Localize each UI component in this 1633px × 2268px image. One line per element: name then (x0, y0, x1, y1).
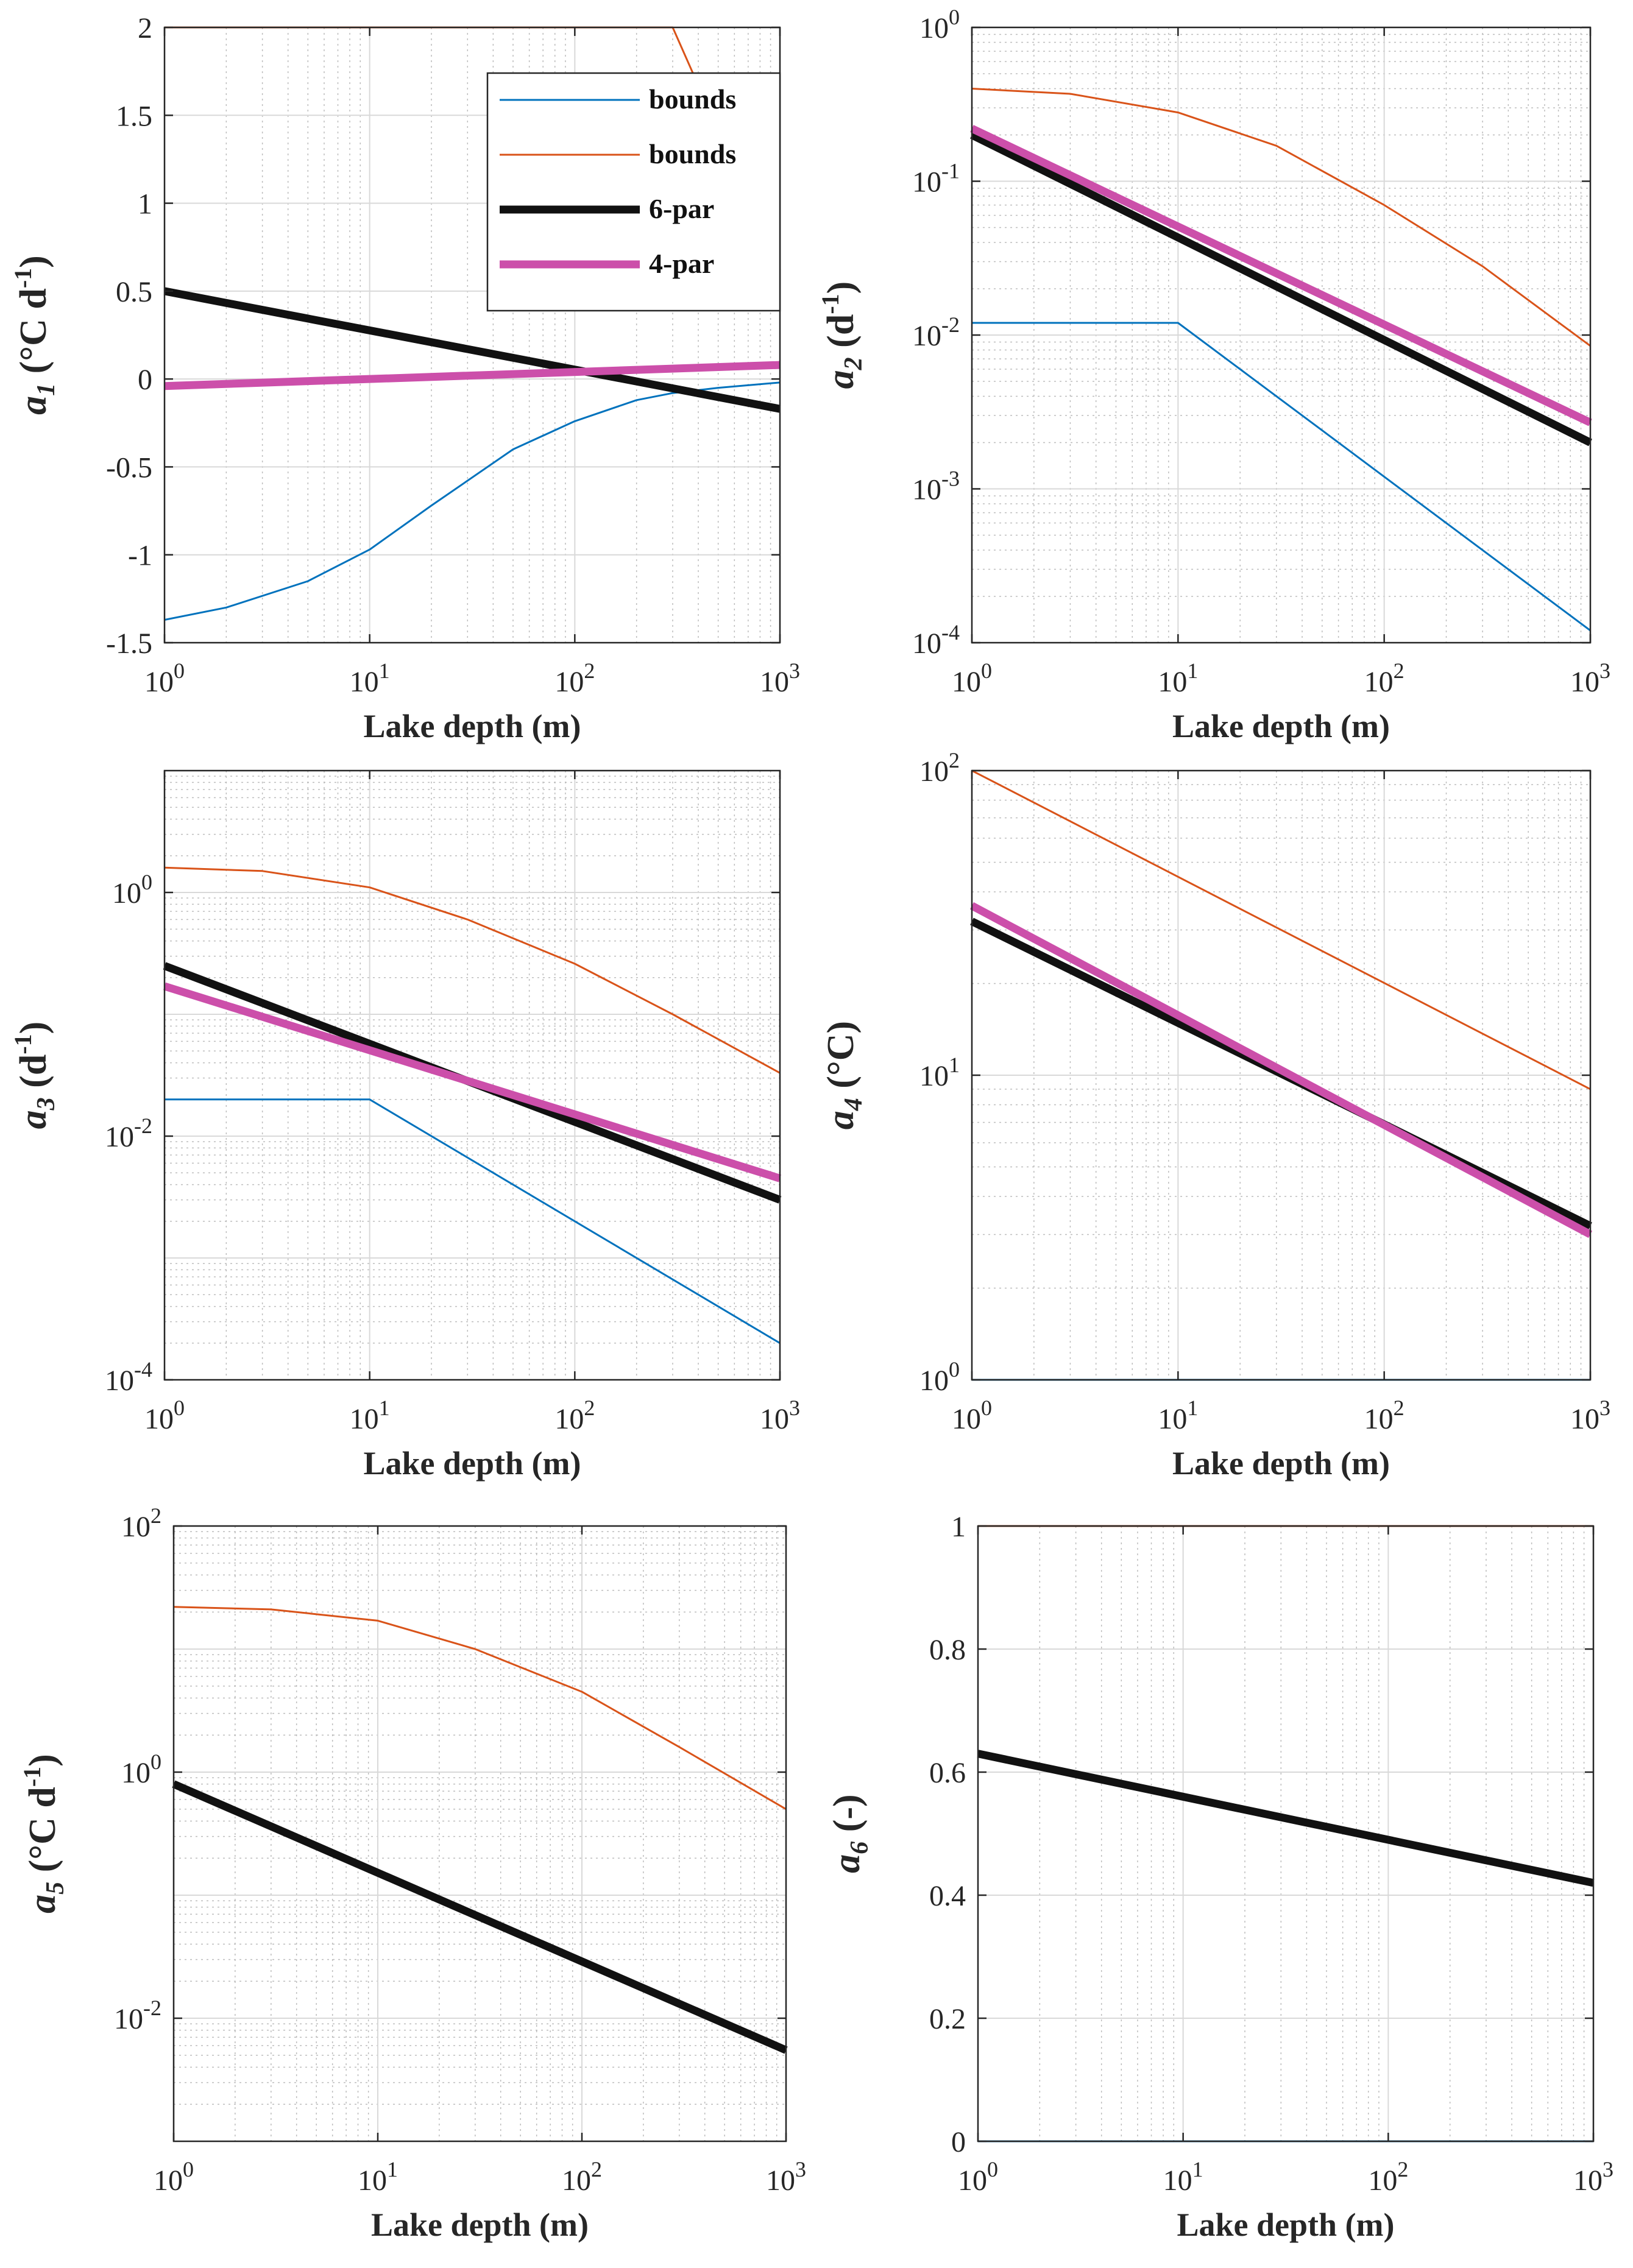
x-tick-label: 101 (358, 2157, 398, 2197)
series-bounds-upper-line (164, 866, 781, 1074)
x-tick-label: 100 (952, 1396, 992, 1435)
x-axis-label: Lake depth (m) (1172, 708, 1390, 744)
legend-label: 4-par (649, 248, 714, 279)
axes-frame (172, 1525, 787, 2143)
y-tick-label: 101 (919, 1053, 960, 1092)
y-tick-label: 10-1 (912, 159, 960, 199)
x-axis-label: Lake depth (m) (1177, 2206, 1394, 2243)
y-tick-label: -1 (128, 540, 152, 572)
x-tick-label: 103 (760, 659, 800, 698)
series-bounds-lower-line (165, 1098, 781, 1344)
y-axis-label: a5 (°C d-1) (18, 1754, 69, 1913)
x-tick-label: 103 (1570, 659, 1610, 698)
x-tick-label: 103 (1573, 2157, 1614, 2197)
panel-a3: 100 101 102 103 10-4 10-2 100 Lake depth (m) a3 … (9, 769, 800, 1482)
legend-label: 6-par (649, 193, 714, 224)
y-tick-label: 1 (951, 1511, 966, 1543)
x-tick-label: 102 (554, 1396, 595, 1435)
y-tick-label: 0.5 (116, 276, 152, 308)
x-tick-label: 100 (952, 659, 992, 698)
legend: bounds bounds 6-par 4-par (486, 72, 781, 312)
x-axis-label: Lake depth (m) (363, 708, 581, 744)
legend-box (486, 72, 781, 312)
y-tick-label: 10-2 (912, 313, 960, 352)
y-axis-label: a3 (d-1) (9, 1022, 60, 1129)
y-tick-label: 0 (951, 2126, 966, 2158)
series-bounds-lower-line (164, 381, 781, 621)
y-axis-label: a1 (°C d-1) (9, 255, 60, 415)
y-tick-label: 100 (121, 1750, 161, 1789)
series-bounds-upper-line (173, 1606, 787, 1811)
x-axis-label: Lake depth (m) (371, 2206, 589, 2243)
series-4-par-line (969, 902, 1593, 1238)
x-axis-label: Lake depth (m) (1172, 1445, 1390, 1482)
y-tick-label: 1.5 (116, 100, 152, 132)
axes-frame (163, 769, 781, 1381)
y-tick-label: 0.2 (929, 2003, 966, 2035)
x-tick-label: 101 (350, 659, 390, 698)
x-tick-label: 103 (760, 1396, 800, 1435)
x-tick-label: 102 (1364, 659, 1405, 698)
x-tick-label: 101 (1158, 659, 1198, 698)
y-tick-label: 100 (919, 1357, 960, 1397)
series-6-par-line (977, 1750, 1595, 1887)
y-tick-label: 2 (138, 12, 152, 44)
y-tick-label: 0 (138, 364, 152, 396)
x-tick-label: 103 (1570, 1396, 1610, 1435)
x-tick-label: 100 (154, 2157, 194, 2197)
series-4-par-line (970, 125, 1592, 426)
y-tick-label: -1.5 (106, 627, 152, 660)
series-bounds-upper-line (971, 769, 1591, 1090)
x-tick-label: 102 (1364, 1396, 1405, 1435)
series-6-par-line (172, 1780, 788, 2054)
series-4-par-line (163, 982, 781, 1182)
series-bounds-lower-line (972, 322, 1591, 632)
legend-label: bounds (649, 138, 736, 169)
y-tick-label: 0.6 (929, 1757, 966, 1789)
y-tick-label: 102 (121, 1503, 161, 1543)
y-tick-label: 100 (112, 870, 152, 910)
y-axis-label: a4 (°C) (820, 1021, 868, 1129)
panel-a4: 100 101 102 103 100 101 102 Lake depth (m) a4 (°… (820, 748, 1610, 1482)
x-tick-label: 100 (144, 659, 185, 698)
y-tick-label: 10-2 (105, 1114, 152, 1153)
x-axis-label: Lake depth (m) (363, 1445, 581, 1482)
y-tick-label: 10-4 (912, 620, 960, 660)
legend-label: bounds (649, 83, 736, 115)
y-tick-label: 1 (138, 188, 152, 221)
x-tick-label: 102 (562, 2157, 602, 2197)
panel-a6: 100 101 102 103 0 0.2 0.4 0.6 0.8 1 Lake depth (m)… (826, 1511, 1614, 2243)
y-tick-label: 10-3 (912, 467, 960, 506)
y-axis-label: a6 (-) (826, 1794, 874, 1873)
x-tick-label: 101 (1163, 2157, 1203, 2197)
series-6-par-line (163, 287, 781, 413)
x-tick-label: 101 (350, 1396, 390, 1435)
x-tick-label: 100 (958, 2157, 998, 2197)
x-tick-label: 101 (1158, 1396, 1198, 1435)
series-4-par-line (164, 361, 781, 390)
y-tick-label: 100 (919, 5, 960, 44)
y-tick-label: -0.5 (106, 451, 152, 484)
y-tick-label: 0.4 (929, 1880, 966, 1912)
panel-a5: 100 101 102 103 10-2 100 102 Lake depth (m) a5 (… (18, 1503, 806, 2243)
y-tick-label: 102 (919, 748, 960, 788)
series-6-par-line (970, 131, 1592, 447)
panel-a2: 100 101 102 103 10-4 10-3 10-2 10-1 100 Lake dept… (816, 5, 1610, 744)
axes-frame (163, 26, 781, 644)
series-bounds-upper-line (971, 88, 1591, 347)
y-axis-label: a2 (d-1) (816, 281, 868, 389)
x-tick-label: 103 (766, 2157, 806, 2197)
x-tick-label: 102 (554, 659, 595, 698)
y-tick-label: 10-4 (105, 1357, 152, 1397)
x-tick-label: 100 (144, 1396, 185, 1435)
x-tick-label: 102 (1368, 2157, 1408, 2197)
panel-a1: 100 101 102 103 -1.5 -1 -0.5 0 0.5 1 1.5 2 Lake dept… (9, 12, 800, 744)
y-tick-label: 10-2 (114, 1996, 161, 2035)
y-tick-label: 0.8 (929, 1634, 966, 1666)
axes-frame (977, 1525, 1595, 2143)
